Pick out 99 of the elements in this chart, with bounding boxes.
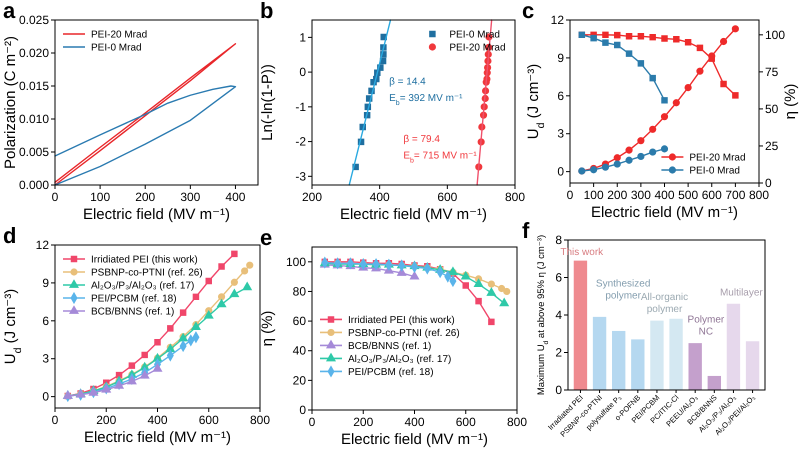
y2-tick-label: 50	[765, 102, 779, 116]
y-tick-label: -2	[295, 134, 306, 149]
y-tick-label: 0.000	[18, 178, 50, 192]
x-tick-label: 100	[584, 188, 604, 202]
legend-label: PEI/PCBM (ref. 18)	[348, 366, 434, 378]
x-tick-label: 0	[566, 188, 574, 202]
x-axis-title: Electric field (MV m⁻¹)	[84, 429, 232, 446]
x-tick-label: 200	[135, 190, 156, 204]
chart-title: e	[260, 225, 272, 250]
x-axis-title: Electric field (MV m⁻¹)	[82, 206, 230, 223]
y-axis-title: Polarization (C m⁻²)	[2, 36, 19, 169]
y-tick-label: 0	[557, 164, 564, 179]
y-tick-label: 2	[555, 346, 562, 360]
x-tick-label: 700	[725, 188, 746, 202]
x-tick-label: 600	[456, 415, 476, 429]
x-tick-label: 200	[96, 413, 117, 427]
x-axis-title: Electric field (MV m⁻¹)	[340, 206, 488, 223]
x-tick-label: 300	[180, 190, 201, 204]
y-tick-label: 100	[286, 254, 306, 269]
y-tick-label: 20	[292, 373, 306, 388]
x-tick-label: 200	[353, 415, 374, 429]
y-tick-label: 0.010	[18, 112, 50, 126]
legend-label: Irridiated PEI (this work)	[348, 314, 455, 326]
y-tick-label: 0.020	[18, 46, 50, 60]
legend-label: PEI-0 Mrad	[91, 42, 142, 54]
y-tick-label: 6	[557, 88, 564, 103]
x-tick-label: 600	[198, 413, 220, 427]
x-axis-title: Electric field (MV m⁻¹)	[340, 431, 488, 448]
chart-title: f	[522, 218, 530, 243]
annotation: Multilayer	[720, 288, 764, 298]
y-tick-label: 12	[36, 238, 50, 252]
y-axis-title: η (%)	[259, 310, 276, 346]
y-tick-label: -1	[295, 100, 306, 114]
y-tick-label: 3	[42, 352, 50, 366]
legend-label: BCB/BNNS (ref. 1)	[91, 306, 174, 318]
y-tick-label: 9	[557, 50, 564, 65]
y-tick-label: 0	[555, 383, 562, 397]
x-tick-label: 400	[654, 188, 675, 202]
y-tick-label: 40	[292, 344, 306, 358]
annotation: E$_{b}$= 392 MV m⁻¹	[389, 92, 464, 106]
x-tick-label: 800	[506, 415, 528, 429]
y-tick-label: 6	[42, 314, 50, 328]
y2-tick-label: 100	[765, 28, 786, 42]
x-tick-label: 800	[748, 188, 770, 202]
legend-label: BCB/BNNS (ref. 1)	[348, 340, 432, 352]
x-tick-label: 0	[52, 413, 59, 427]
y-tick-label: 8	[555, 233, 562, 247]
legend-label: PSBNP-co-PTNI (ref. 26)	[348, 328, 460, 339]
y-tick-label: 0.015	[18, 79, 50, 93]
x-tick-label: 500	[678, 188, 698, 202]
y-tick-label: 12	[550, 13, 564, 27]
x-tick-label: 600	[437, 190, 458, 204]
y-tick-label: 1	[299, 30, 306, 44]
legend-label: PEI-0 Mrad	[689, 166, 740, 176]
y-axis-title: Ln(-ln(1-P))	[259, 64, 276, 141]
legend-label: PEI-20 Mrad	[689, 152, 746, 164]
annotation: E$_{b}$= 715 MV m⁻¹	[403, 150, 478, 164]
x-tick-label: 600	[702, 188, 722, 202]
x-tick-label: 300	[630, 188, 652, 202]
y-tick-label: -3	[295, 169, 306, 184]
x-tick-label: 400	[370, 190, 390, 204]
legend-label: PEI/PCBM (ref. 18)	[91, 294, 177, 304]
y2-axis-title: η (%)	[782, 84, 799, 120]
y-tick-label: 60	[292, 314, 306, 328]
chart-title: b	[260, 0, 274, 23]
legend-label: Al₂O₃/P₃/Al₂O₃ (ref. 17)	[91, 280, 194, 292]
chart-title: c	[522, 0, 534, 23]
x-tick-label: 0	[308, 415, 316, 429]
x-tick-label: 400	[147, 413, 168, 427]
x-tick-label: 400	[404, 415, 425, 429]
legend-label: PEI-20 Mrad	[91, 30, 148, 40]
chart-title: d	[3, 223, 16, 248]
x-tick-label: 800	[504, 190, 526, 204]
annotation: β = 14.4	[389, 76, 426, 88]
y-tick-label: 4	[555, 308, 562, 322]
annotation: β = 79.4	[403, 134, 440, 146]
x-axis-title: Electric field (MV m⁻¹)	[590, 204, 738, 221]
x-tick-label: 200	[302, 190, 322, 204]
annotation: Polymer NC	[688, 314, 725, 338]
x-tick-label: 0	[52, 190, 59, 204]
y2-tick-label: 75	[765, 64, 779, 79]
y2-tick-label: 25	[765, 138, 779, 153]
y-tick-label: 9	[42, 276, 50, 290]
y2-tick-label: 0	[765, 176, 772, 190]
legend-label: PSBNP-co-PTNI (ref. 26)	[91, 268, 203, 278]
y-tick-label: 3	[557, 126, 564, 141]
legend-label: Irridiated PEI (this work)	[91, 254, 198, 266]
y-tick-label: 0.005	[18, 145, 50, 159]
x-tick-label: 200	[607, 188, 628, 202]
x-tick-label: 800	[250, 413, 270, 427]
y-tick-label: 80	[292, 284, 306, 298]
annotation: All-organic polymer	[640, 292, 688, 315]
chart-title: a	[3, 0, 16, 23]
y-tick-label: 0.025	[18, 13, 50, 27]
x-tick-label: 400	[225, 190, 246, 204]
x-tick-label: 100	[90, 190, 110, 204]
legend-label: Al₂O₃/P₃/Al₂O₃ (ref. 17)	[348, 354, 452, 365]
y-tick-label: 0	[299, 65, 306, 80]
y-tick-label: 6	[555, 270, 562, 284]
